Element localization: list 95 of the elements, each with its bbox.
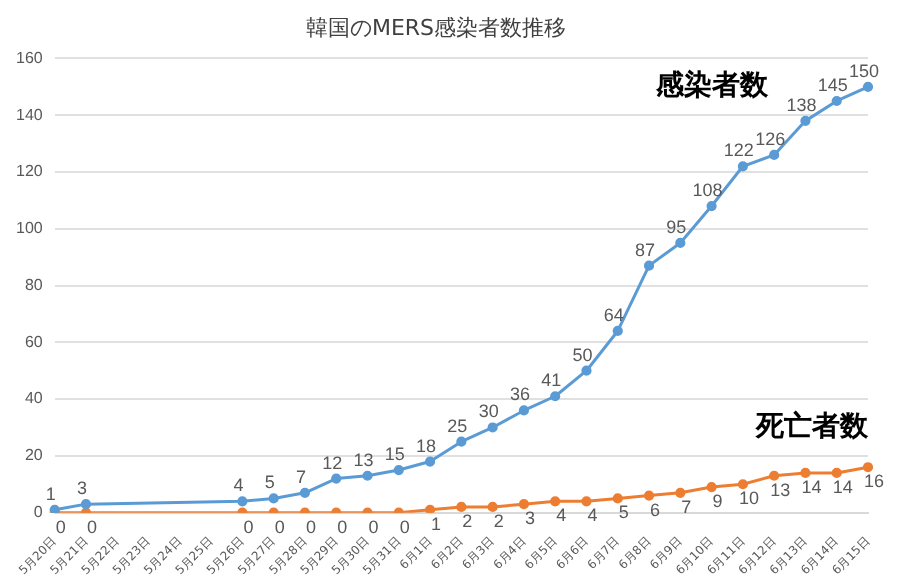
- data-label: 14: [832, 476, 853, 497]
- data-label: 50: [572, 344, 593, 365]
- data-label: 15: [384, 444, 405, 465]
- chart-title: 韓国のMERS感染者数推移: [305, 14, 567, 41]
- data-label: 9: [712, 491, 723, 512]
- data-label: 2: [462, 510, 473, 531]
- data-label: 7: [295, 466, 306, 487]
- point: [831, 467, 842, 478]
- data-label: 0: [86, 516, 97, 537]
- data-label: 5: [264, 472, 275, 493]
- y-tick-label: 120: [15, 162, 44, 181]
- data-label: 13: [353, 449, 374, 470]
- point: [581, 365, 592, 376]
- point: [675, 487, 686, 498]
- data-label: 145: [817, 74, 848, 95]
- point: [737, 479, 748, 490]
- data-label: 0: [274, 516, 285, 537]
- point: [831, 95, 842, 107]
- point: [518, 499, 530, 510]
- point: [518, 405, 530, 416]
- data-label: 87: [635, 239, 656, 260]
- point: [769, 149, 780, 161]
- data-label: 0: [399, 516, 410, 537]
- data-label: 12: [322, 452, 343, 473]
- data-label: 18: [416, 435, 437, 456]
- series-label: 死亡者数: [754, 408, 870, 443]
- point: [299, 487, 311, 498]
- point: [80, 499, 92, 510]
- y-tick-label: 40: [24, 389, 44, 408]
- data-label: 108: [692, 180, 723, 200]
- y-tick-label: 140: [15, 105, 44, 124]
- point: [581, 496, 592, 507]
- point: [331, 473, 342, 484]
- data-label: 4: [233, 475, 244, 496]
- point: [362, 470, 373, 481]
- data-label: 126: [755, 128, 786, 149]
- data-label: 64: [603, 304, 624, 325]
- data-label: 13: [770, 479, 791, 500]
- y-tick-label: 160: [15, 48, 44, 67]
- data-label: 0: [55, 516, 66, 537]
- point: [550, 496, 561, 507]
- point: [737, 161, 748, 172]
- point: [800, 115, 811, 126]
- data-label: 122: [723, 140, 754, 161]
- data-label: 0: [337, 516, 348, 537]
- point: [862, 81, 874, 92]
- point: [612, 325, 623, 337]
- data-label: 0: [243, 516, 254, 537]
- point: [393, 464, 404, 476]
- point: [456, 436, 467, 447]
- point: [237, 496, 248, 507]
- point: [706, 200, 717, 212]
- y-tick-label: 80: [24, 275, 44, 294]
- point: [424, 456, 436, 467]
- data-label: 4: [556, 505, 567, 526]
- data-label: 36: [509, 384, 530, 405]
- point: [643, 260, 655, 271]
- point: [612, 493, 623, 504]
- data-label: 7: [681, 496, 692, 517]
- data-label: 150: [848, 60, 880, 81]
- point: [487, 422, 498, 433]
- y-tick-label: 0: [33, 503, 44, 522]
- series-label: 感染者数: [654, 68, 770, 103]
- point: [487, 501, 498, 513]
- y-tick-label: 100: [15, 219, 44, 238]
- point: [550, 391, 561, 402]
- point: [862, 462, 874, 473]
- point: [424, 504, 436, 513]
- data-label: 3: [524, 508, 535, 529]
- data-label: 16: [863, 471, 885, 492]
- data-label: 41: [541, 370, 562, 391]
- y-tick-label: 20: [24, 446, 44, 465]
- data-label: 6: [650, 499, 661, 520]
- point: [769, 470, 780, 481]
- point: [675, 237, 686, 249]
- point: [456, 501, 467, 513]
- point: [706, 482, 717, 493]
- data-label: 10: [738, 488, 759, 509]
- data-label: 1: [45, 483, 56, 504]
- point: [800, 467, 811, 478]
- data-label: 5: [618, 502, 629, 523]
- point: [643, 490, 655, 501]
- data-label: 3: [76, 478, 87, 499]
- data-label: 138: [786, 94, 817, 115]
- y-tick-label: 60: [24, 332, 44, 351]
- data-label: 95: [666, 216, 687, 237]
- data-label: 4: [587, 505, 598, 526]
- data-label: 2: [493, 510, 504, 531]
- data-label: 25: [447, 415, 468, 436]
- point: [268, 493, 279, 504]
- data-label: 1: [431, 513, 442, 534]
- data-label: 30: [478, 401, 499, 422]
- data-label: 0: [305, 516, 316, 537]
- data-label: 14: [801, 476, 822, 497]
- data-label: 0: [368, 516, 379, 537]
